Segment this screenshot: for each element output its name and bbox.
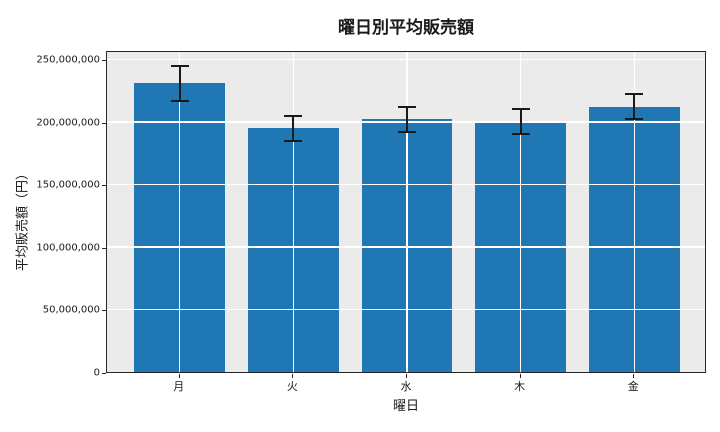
errorbar-火 <box>292 115 295 141</box>
errorbar-cap <box>511 108 530 111</box>
errorbar-cap <box>625 118 644 121</box>
chart-title: 曜日別平均販売額 <box>338 18 474 38</box>
y-tick-label: 200,000,000 <box>36 117 100 129</box>
gridline-vertical <box>406 52 408 372</box>
x-tick-mark <box>633 374 635 378</box>
y-axis-label: 平均販売額（円） <box>15 166 31 272</box>
gridline-vertical <box>178 52 181 372</box>
gridline-vertical <box>633 52 636 372</box>
gridline-horizontal <box>107 183 705 186</box>
x-tick-label-火: 火 <box>286 380 298 393</box>
errorbar-cap <box>511 133 530 136</box>
plot-area <box>106 51 706 373</box>
x-tick-label-水: 水 <box>400 380 412 393</box>
y-tick-label: 50,000,000 <box>42 304 100 316</box>
gridline-horizontal <box>107 246 705 248</box>
y-tick-mark <box>102 373 106 374</box>
gridline-vertical <box>519 52 522 372</box>
x-tick-label-木: 木 <box>514 380 526 393</box>
y-tick-label: 0 <box>93 367 100 379</box>
y-tick-label: 250,000,000 <box>36 54 100 66</box>
y-tick-mark <box>102 247 106 249</box>
errorbar-cap <box>398 130 416 133</box>
x-tick-mark <box>519 374 521 378</box>
errorbar-cap <box>625 93 644 96</box>
x-axis-label: 曜日 <box>392 399 420 414</box>
errorbar-cap <box>398 105 416 108</box>
errorbar-月 <box>178 65 181 101</box>
y-tick-mark <box>102 60 106 62</box>
errorbar-cap <box>170 64 189 67</box>
x-tick-mark <box>406 374 407 378</box>
errorbar-金 <box>633 94 636 120</box>
x-tick-label-月: 月 <box>173 380 185 393</box>
y-tick-label: 150,000,000 <box>36 179 100 191</box>
y-tick-mark <box>102 122 106 124</box>
x-tick-label-金: 金 <box>627 380 639 393</box>
x-tick-mark <box>292 374 294 378</box>
y-tick-label: 100,000,000 <box>36 242 100 254</box>
errorbar-cap <box>170 99 189 102</box>
y-tick-mark <box>102 185 106 187</box>
errorbar-cap <box>284 114 303 117</box>
x-tick-mark <box>178 374 180 378</box>
errorbar-水 <box>406 106 408 132</box>
gridline-horizontal <box>107 308 705 311</box>
errorbar-cap <box>284 139 303 142</box>
y-tick-mark <box>102 310 106 312</box>
errorbar-木 <box>519 109 522 135</box>
gridline-vertical <box>292 52 295 372</box>
gridline-horizontal <box>107 58 705 61</box>
